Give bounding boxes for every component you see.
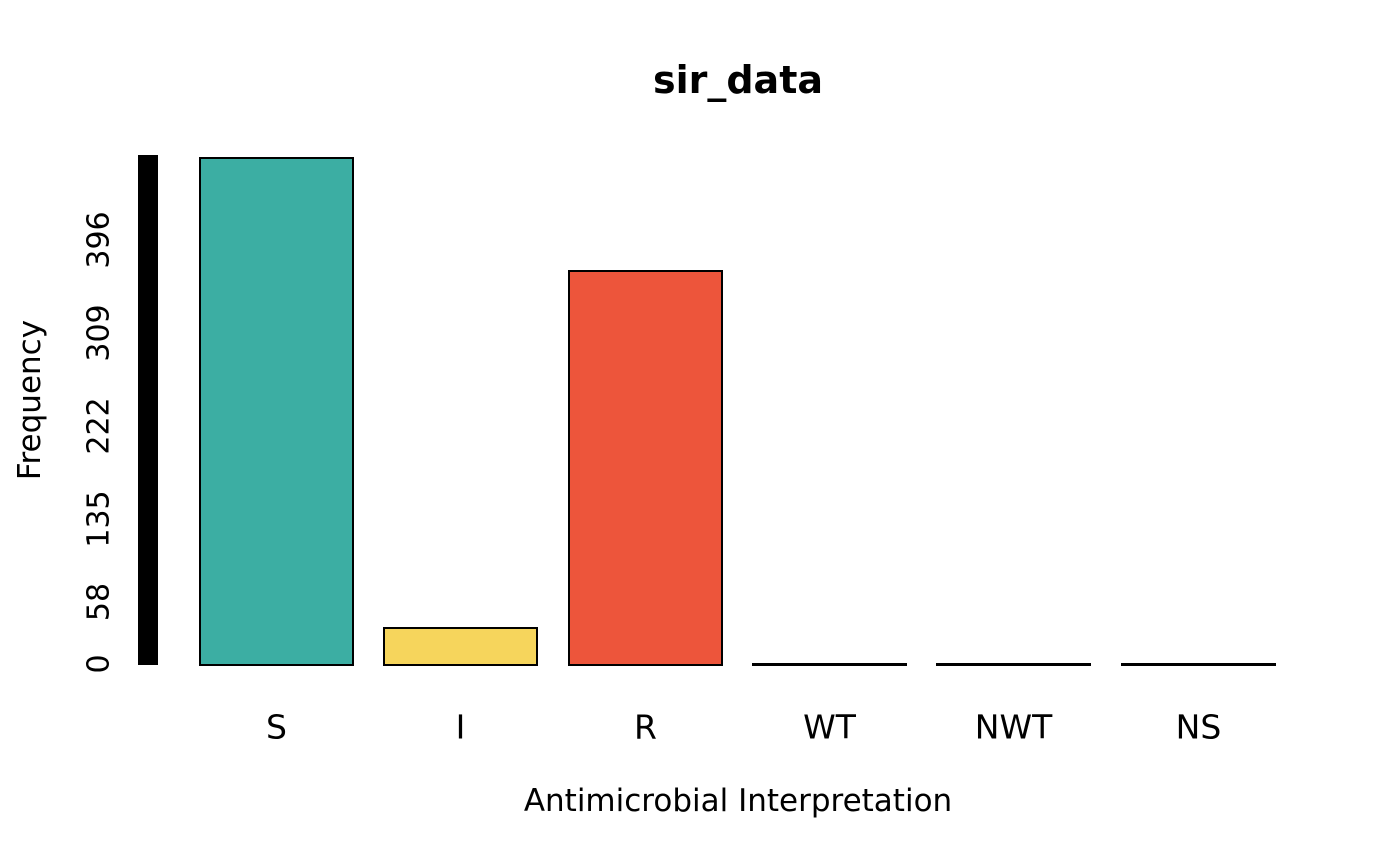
y-tick-label: 58: [81, 582, 117, 621]
x-category-label-wt: WT: [803, 707, 856, 747]
y-axis-title: Frequency: [12, 319, 48, 481]
y-tick-label: 135: [81, 490, 117, 549]
x-axis-title: Antimicrobial Interpretation: [523, 783, 953, 819]
x-category-label-nwt: NWT: [974, 707, 1053, 747]
x-category-label-ns: NS: [1175, 707, 1222, 747]
x-category-label-r: R: [634, 707, 657, 747]
bar-s: [199, 157, 354, 666]
bar-r: [568, 269, 723, 666]
bar-i: [383, 627, 538, 666]
y-tick-label: 222: [81, 397, 117, 455]
y-tick-label: 309: [81, 304, 117, 362]
bar-wt-zero-line: [752, 663, 907, 666]
bar-nwt-zero-line: [936, 663, 1091, 666]
y-tick-label: 0: [81, 654, 117, 674]
x-category-label-i: I: [455, 707, 466, 747]
y-tick-label: 396: [81, 211, 117, 269]
chart-title: sir_data: [652, 58, 824, 102]
bar-ns-zero-line: [1121, 663, 1276, 666]
y-axis-line: [138, 155, 158, 665]
x-category-label-s: S: [266, 707, 287, 747]
